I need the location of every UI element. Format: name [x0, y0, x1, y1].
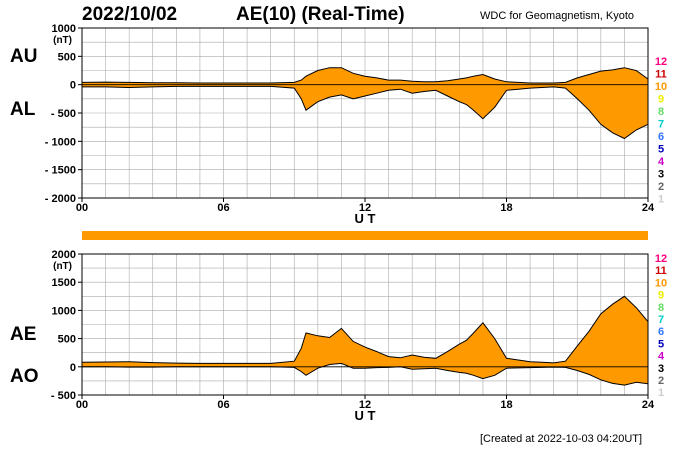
x-tick-label: 18	[500, 202, 512, 214]
y-tick-label: 1500	[52, 277, 76, 289]
x-tick-label: 24	[642, 202, 655, 214]
legend-number: 10	[655, 277, 667, 289]
legend-number: 7	[658, 314, 664, 326]
x-tick-label: 06	[217, 202, 229, 214]
legend-number: 8	[658, 106, 664, 118]
chart-title: AE(10) (Real-Time)	[236, 4, 405, 25]
legend-number: 4	[658, 351, 665, 363]
y-tick-label: - 2000	[45, 193, 76, 205]
y-tick-label: 0	[70, 362, 76, 374]
created-timestamp: [Created at 2022-10-03 04:20UT]	[480, 433, 643, 445]
series-side-label-ao: AO	[10, 366, 39, 387]
x-tick-label: 18	[500, 399, 512, 411]
legend-number: 4	[658, 156, 665, 168]
series-line-al	[82, 85, 649, 140]
x-tick-label: 00	[76, 202, 88, 214]
series-line-ae	[81, 295, 649, 364]
y-tick-label: - 500	[51, 108, 76, 120]
series-band	[82, 67, 648, 139]
source-label: WDC for Geomagnetism, Kyoto	[480, 10, 635, 22]
legend-number: 2	[658, 375, 664, 387]
y-tick-label: 500	[58, 51, 76, 63]
series-side-label-au: AU	[10, 46, 37, 67]
legend-number: 5	[658, 144, 664, 156]
legend-number: 12	[655, 253, 667, 265]
separator-bar	[82, 231, 648, 240]
legend-number: 9	[658, 290, 664, 302]
y-tick-label: 0	[70, 80, 76, 92]
x-tick-label: 00	[76, 399, 88, 411]
series-side-label-ae: AE	[10, 324, 36, 345]
legend-number: 11	[655, 265, 667, 277]
y-tick-label: - 1500	[45, 165, 76, 177]
y-tick-label: 1000	[52, 23, 76, 35]
legend-number: 6	[658, 326, 664, 338]
date-label: 2022/10/02	[82, 4, 178, 25]
y-tick-label: - 500	[51, 390, 76, 402]
y-tick-label: 2000	[52, 249, 76, 261]
y-tick-label: - 1000	[45, 136, 76, 148]
legend-number: 2	[658, 181, 664, 193]
legend-number: 6	[658, 131, 664, 143]
legend-number: 1	[658, 194, 664, 206]
legend-number: 3	[658, 169, 664, 181]
legend-number: 7	[658, 119, 664, 131]
x-tick-label: 12	[359, 399, 371, 411]
legend-number: 5	[658, 338, 664, 350]
au-al-panel: 1000 500 0 - 500 - 1000 - 1500 - 2000 (nT) 00 06 1…	[10, 23, 655, 226]
legend-number: 12	[655, 56, 667, 68]
series-line-au	[81, 67, 649, 84]
x-tick-label: 24	[642, 399, 655, 411]
legend-number: 10	[655, 81, 667, 93]
x-tick-label: 06	[217, 399, 229, 411]
legend-number: 9	[658, 94, 664, 106]
unit-label: (nT)	[53, 35, 72, 46]
legend-number: 1	[658, 387, 664, 399]
y-tick-label: 1000	[52, 305, 76, 317]
series-band	[82, 296, 648, 386]
x-axis-label: U T	[355, 211, 376, 226]
y-tick-label: 500	[58, 334, 76, 346]
series-side-label-al: AL	[10, 99, 36, 120]
legend-number: 11	[655, 69, 667, 81]
legend-number: 8	[658, 302, 664, 314]
x-tick-label: 12	[359, 202, 371, 214]
ae-ao-panel: 2000 1500 1000 500 0 - 500 (nT) 00 06 12 18 24 U T AE…	[10, 249, 655, 423]
x-axis-label: U T	[355, 408, 376, 423]
unit-label: (nT)	[53, 261, 72, 272]
legend-number: 3	[658, 363, 664, 375]
